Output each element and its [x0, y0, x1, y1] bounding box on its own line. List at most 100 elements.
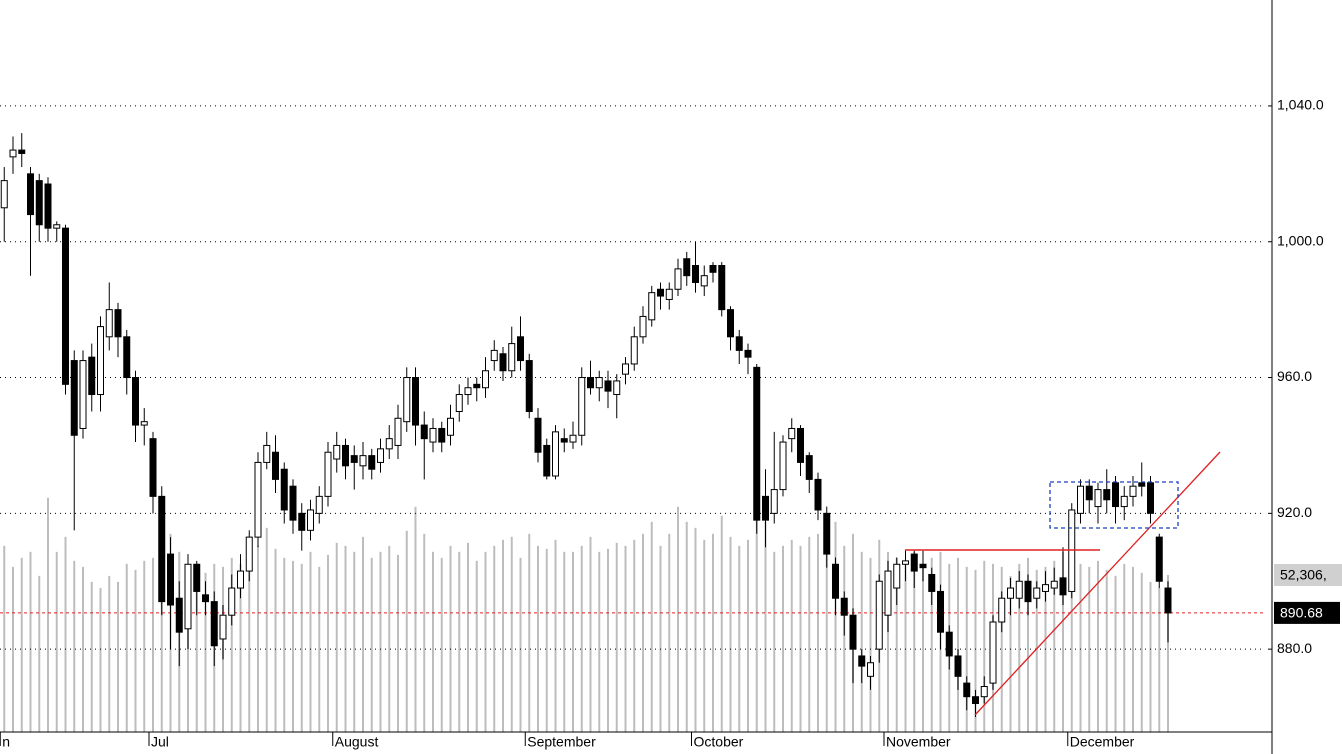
candle-body	[44, 183, 52, 229]
candle-body	[657, 288, 664, 297]
candle-body	[254, 461, 262, 538]
candle-body	[350, 455, 358, 463]
candle-body	[1155, 536, 1163, 582]
volume-bar	[834, 521, 837, 732]
volume-bar	[55, 551, 58, 732]
candle-body	[727, 309, 734, 338]
candle-body	[237, 570, 244, 589]
candle-body	[797, 427, 804, 463]
volume-bar	[493, 545, 496, 732]
volume-bar	[860, 551, 863, 732]
volume-bar	[73, 560, 76, 732]
candle-body	[867, 662, 874, 677]
volume-bar	[895, 557, 898, 732]
candle-body	[735, 336, 743, 351]
volume-bar	[423, 533, 426, 732]
x-tick-label: Jul	[151, 734, 169, 750]
candle-body	[35, 180, 43, 226]
candle-body	[849, 614, 857, 650]
candle-body	[543, 444, 551, 477]
candle-body	[272, 451, 279, 480]
candle-body	[928, 573, 936, 592]
candle-body	[53, 224, 61, 229]
volume-bar	[484, 551, 487, 732]
candle-body	[937, 590, 944, 633]
candle-body	[377, 448, 384, 463]
x-tick-label: November	[886, 734, 951, 750]
volume-bar	[1149, 581, 1152, 732]
volume-bar	[580, 545, 583, 732]
volume-bar	[475, 560, 478, 732]
volume-bar	[808, 536, 811, 732]
candle-body	[1024, 580, 1032, 603]
candle-body	[700, 275, 708, 287]
volume-bar	[1070, 557, 1073, 732]
candle-body	[27, 173, 34, 216]
candle-body	[1120, 495, 1128, 508]
candle-body	[245, 536, 253, 572]
candle-body	[1033, 587, 1041, 599]
volume-bar	[318, 566, 321, 732]
volume-bar	[502, 539, 504, 732]
candle-body	[193, 563, 201, 592]
candle-body	[0, 180, 8, 209]
candle-body	[184, 563, 192, 630]
candle-body	[473, 383, 481, 389]
volume-bar	[397, 554, 399, 732]
candle-body	[587, 377, 594, 389]
volume-bar	[913, 551, 916, 732]
volume-bar	[117, 581, 119, 732]
volume-bar	[1027, 557, 1029, 732]
volume-bar	[274, 548, 277, 732]
candle-body	[1147, 482, 1154, 514]
candle-body	[499, 353, 507, 372]
volume-bar	[204, 572, 207, 732]
candle-body	[368, 455, 376, 470]
candle-body	[70, 360, 78, 436]
candle-body	[814, 478, 822, 511]
volume-bar	[1079, 563, 1082, 732]
candle-body	[464, 387, 472, 396]
candle-body	[989, 621, 997, 684]
candle-body	[1129, 485, 1137, 497]
candle-body	[517, 336, 524, 362]
volume-bar	[799, 545, 802, 732]
candle-body	[105, 309, 113, 338]
candle-body	[718, 265, 726, 311]
volume-bar	[414, 506, 417, 732]
volume-bar	[90, 581, 93, 732]
candle-body	[1164, 587, 1172, 614]
volume-bar	[239, 563, 242, 732]
candle-body	[613, 380, 621, 396]
candle-body	[1050, 580, 1058, 589]
volume-bar	[773, 551, 776, 732]
candle-body	[140, 421, 148, 426]
volume-bar	[344, 545, 347, 732]
candle-body	[79, 360, 87, 429]
candle-body	[683, 258, 691, 277]
volume-bar	[248, 551, 251, 732]
candle-body	[552, 431, 559, 477]
y-tick-label: 1,040.0	[1277, 97, 1324, 113]
volume-bar	[694, 527, 697, 732]
candle-body	[438, 427, 446, 443]
candle-body	[280, 468, 288, 511]
candle-body	[394, 417, 402, 446]
x-tick-label: September	[527, 734, 596, 750]
volume-bar	[440, 557, 443, 732]
volume-bar	[1000, 566, 1003, 732]
volume-bar	[869, 557, 872, 732]
candle-body	[762, 495, 769, 521]
candle-body	[674, 268, 682, 290]
volume-bar	[99, 587, 102, 732]
candle-body	[455, 394, 463, 412]
volume-bar	[82, 566, 84, 732]
candle-body	[630, 336, 638, 365]
candle-body	[403, 377, 411, 423]
candle-body	[1094, 489, 1102, 508]
candle-body	[534, 417, 542, 453]
volume-bar	[300, 563, 303, 732]
volume-bar	[843, 545, 846, 732]
volume-bar	[685, 521, 688, 732]
volume-bar	[659, 545, 662, 732]
